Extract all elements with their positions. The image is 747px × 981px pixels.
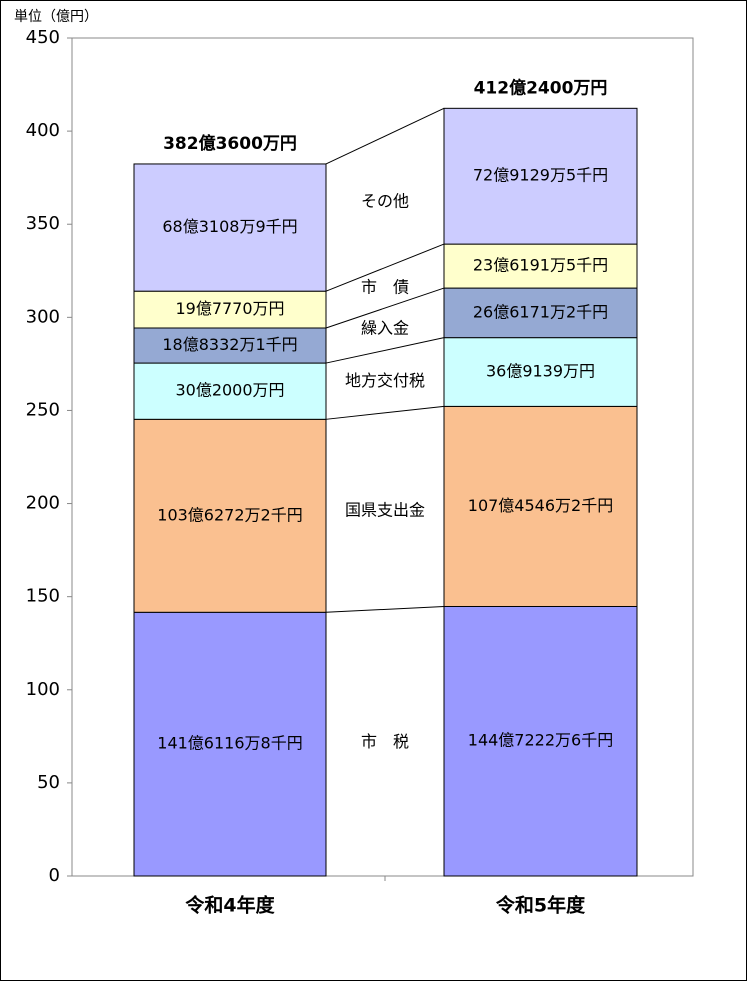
value-label: 141億6116万8千円 (157, 734, 302, 753)
series-label: その他 (361, 191, 409, 210)
series-label: 市 税 (361, 732, 409, 751)
total-label: 382億3600万円 (163, 133, 297, 154)
value-label: 36億9139万円 (486, 362, 595, 381)
bar-segment (133, 163, 327, 292)
value-label: 72億9129万5千円 (473, 166, 608, 185)
bar-segment (133, 362, 327, 420)
series-label: 市 債 (361, 277, 409, 296)
value-label: 103億6272万2千円 (157, 505, 302, 524)
y-tick-label: 100 (26, 679, 60, 700)
y-tick-label: 0 (49, 865, 60, 886)
value-label: 107億4546万2千円 (468, 496, 613, 515)
bar-segment (443, 107, 638, 245)
total-label: 412億2400万円 (474, 77, 608, 98)
y-tick-label: 200 (26, 493, 60, 514)
x-tick-label: 令和4年度 (185, 894, 275, 917)
value-label: 23億6191万5千円 (473, 256, 608, 275)
y-axis-label: 単位（億円） (14, 9, 98, 25)
connector (325, 107, 445, 165)
bar-segment (133, 418, 327, 613)
y-tick-label: 450 (26, 27, 60, 48)
bar-segment (443, 605, 638, 877)
value-label: 68億3108万9千円 (162, 217, 297, 236)
series-label: 地方交付税 (345, 371, 425, 390)
y-tick-label: 400 (26, 120, 60, 141)
connector (325, 337, 445, 364)
connector (325, 243, 445, 292)
bar-segment (443, 405, 638, 607)
x-tick-label: 令和5年度 (496, 894, 586, 917)
bar-segment (443, 243, 638, 289)
y-tick-label: 50 (37, 772, 60, 793)
bar-segment (133, 611, 327, 877)
value-label: 26億6171万2千円 (473, 302, 608, 321)
series-label: 国県支出金 (345, 501, 425, 520)
connector (325, 405, 445, 420)
connector (325, 605, 445, 613)
y-tick-label: 300 (26, 306, 60, 327)
y-tick-label: 250 (26, 399, 60, 420)
bar-segment (443, 287, 638, 339)
value-label: 18億8332万1千円 (162, 335, 297, 354)
series-label: 繰入金 (361, 319, 409, 338)
value-label: 19億7770万円 (175, 299, 284, 318)
y-tick-label: 350 (26, 213, 60, 234)
bar-segment (443, 337, 638, 407)
y-tick-label: 150 (26, 586, 60, 607)
connector (325, 287, 445, 329)
value-label: 144億7222万6千円 (468, 731, 613, 750)
value-label: 30億2000万円 (175, 381, 284, 400)
